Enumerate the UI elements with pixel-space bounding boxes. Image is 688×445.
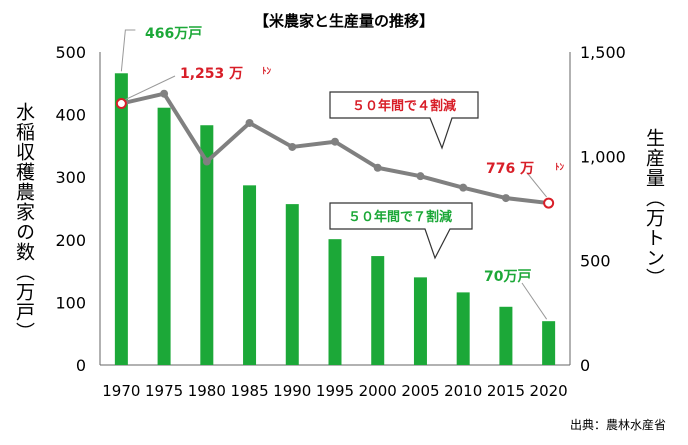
- line-last-label: 776 万: [486, 161, 534, 177]
- bar: [413, 277, 427, 365]
- bar: [499, 306, 513, 365]
- line-point: [459, 183, 468, 192]
- left-tick-label: 0: [76, 356, 86, 375]
- right-tick-label: 1,500: [580, 43, 626, 62]
- bar-last-label: 70万戸: [484, 269, 531, 285]
- line-last-unit: ﾄﾝ: [555, 162, 565, 173]
- x-tick-label: 1980: [188, 382, 226, 400]
- bar: [114, 73, 128, 365]
- line-last-leader: [527, 173, 548, 198]
- line-first-leader: [125, 75, 176, 100]
- line-first-label: 1,253 万: [180, 66, 243, 82]
- bar: [328, 239, 342, 365]
- line-point: [331, 137, 339, 146]
- bar: [157, 107, 171, 366]
- left-tick-label: 400: [55, 106, 86, 125]
- line-callout-text: ５０年間で４割減: [352, 98, 456, 114]
- bar-callout-box: [329, 202, 473, 260]
- line-end-marker: [543, 197, 555, 209]
- line-point: [160, 89, 169, 98]
- bar: [243, 185, 257, 365]
- bar-last-leader: [521, 282, 548, 320]
- bar-first-leader: [120, 29, 136, 72]
- line-point: [416, 172, 425, 181]
- right-axis-label: 生産量（万トン）: [643, 128, 665, 288]
- x-tick-label: 2005: [401, 382, 439, 400]
- x-tick-label: 2010: [444, 382, 482, 400]
- left-axis-label: 水稲収穫農家の数（万戸）: [13, 102, 35, 342]
- bar-first-label: 466万戸: [145, 26, 202, 42]
- line-point: [245, 118, 254, 127]
- right-tick-label: 500: [580, 252, 611, 271]
- line-point: [501, 194, 510, 203]
- x-tick-label: 1975: [145, 382, 183, 400]
- line-end-marker: [115, 98, 127, 110]
- x-tick-label: 1970: [102, 382, 140, 400]
- line-first-unit: ﾄﾝ: [262, 66, 272, 77]
- chart-title: 【米農家と生産量の推移】: [253, 12, 434, 30]
- line-point: [373, 163, 382, 172]
- source-note: 出典：農林水産省: [569, 418, 666, 432]
- x-tick-label: 1985: [230, 382, 268, 400]
- bar-callout-text: ５０年間で７割減: [348, 209, 452, 225]
- x-tick-label: 2015: [487, 382, 525, 400]
- bar: [371, 256, 385, 365]
- x-tick-label: 2000: [359, 382, 397, 400]
- bar: [456, 292, 470, 365]
- bar: [200, 125, 214, 365]
- left-tick-label: 200: [55, 231, 86, 250]
- x-tick-label: 1990: [273, 382, 311, 400]
- left-tick-label: 100: [55, 293, 86, 312]
- x-tick-label: 2020: [530, 382, 568, 400]
- right-tick-label: 0: [580, 356, 590, 375]
- line-callout-box: [329, 91, 479, 150]
- line-point: [288, 142, 297, 151]
- right-tick-label: 1,000: [580, 147, 626, 166]
- line-point: [202, 157, 211, 166]
- bar: [285, 204, 299, 365]
- left-tick-label: 500: [55, 43, 86, 62]
- left-tick-label: 300: [55, 168, 86, 187]
- bar: [542, 321, 556, 365]
- x-tick-label: 1995: [316, 382, 354, 400]
